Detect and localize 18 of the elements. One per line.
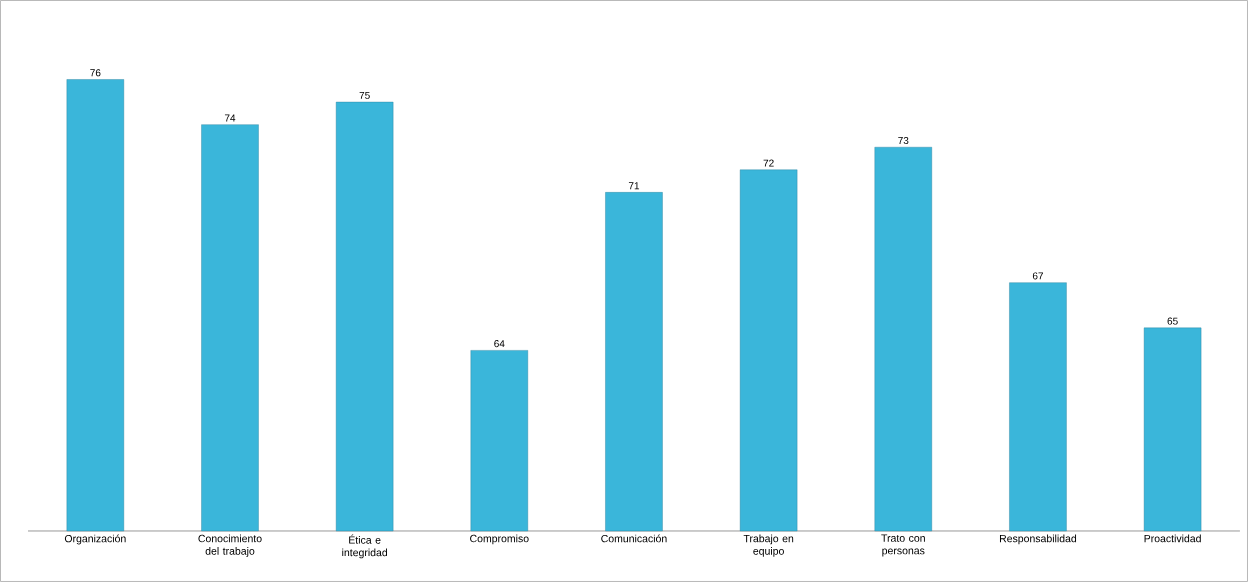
x-tick-label: Compromiso [470,534,529,545]
data-label: 74 [224,114,236,122]
x-tick-label: Ética e integridad [342,534,388,559]
data-label: 67 [1032,272,1044,280]
data-label: 64 [494,340,505,348]
x-tick-label: Responsabilidad [999,534,1077,545]
x-tick-label: Trato con personas [881,534,925,557]
data-label: 73 [898,136,909,145]
data-label: 75 [359,91,370,99]
x-tick-label: Proactividad [1144,534,1201,543]
data-label: 71 [628,182,640,190]
data-label: 76 [90,69,101,77]
data-label: 72 [763,159,774,167]
x-tick-label: Organización [64,534,126,545]
x-tick-label: Conocimiento del trabajo [198,534,262,557]
x-tick-label: Comunicación [601,534,667,543]
data-label: 65 [1167,317,1178,325]
x-tick-label: Trabajo en equipo [743,534,794,557]
